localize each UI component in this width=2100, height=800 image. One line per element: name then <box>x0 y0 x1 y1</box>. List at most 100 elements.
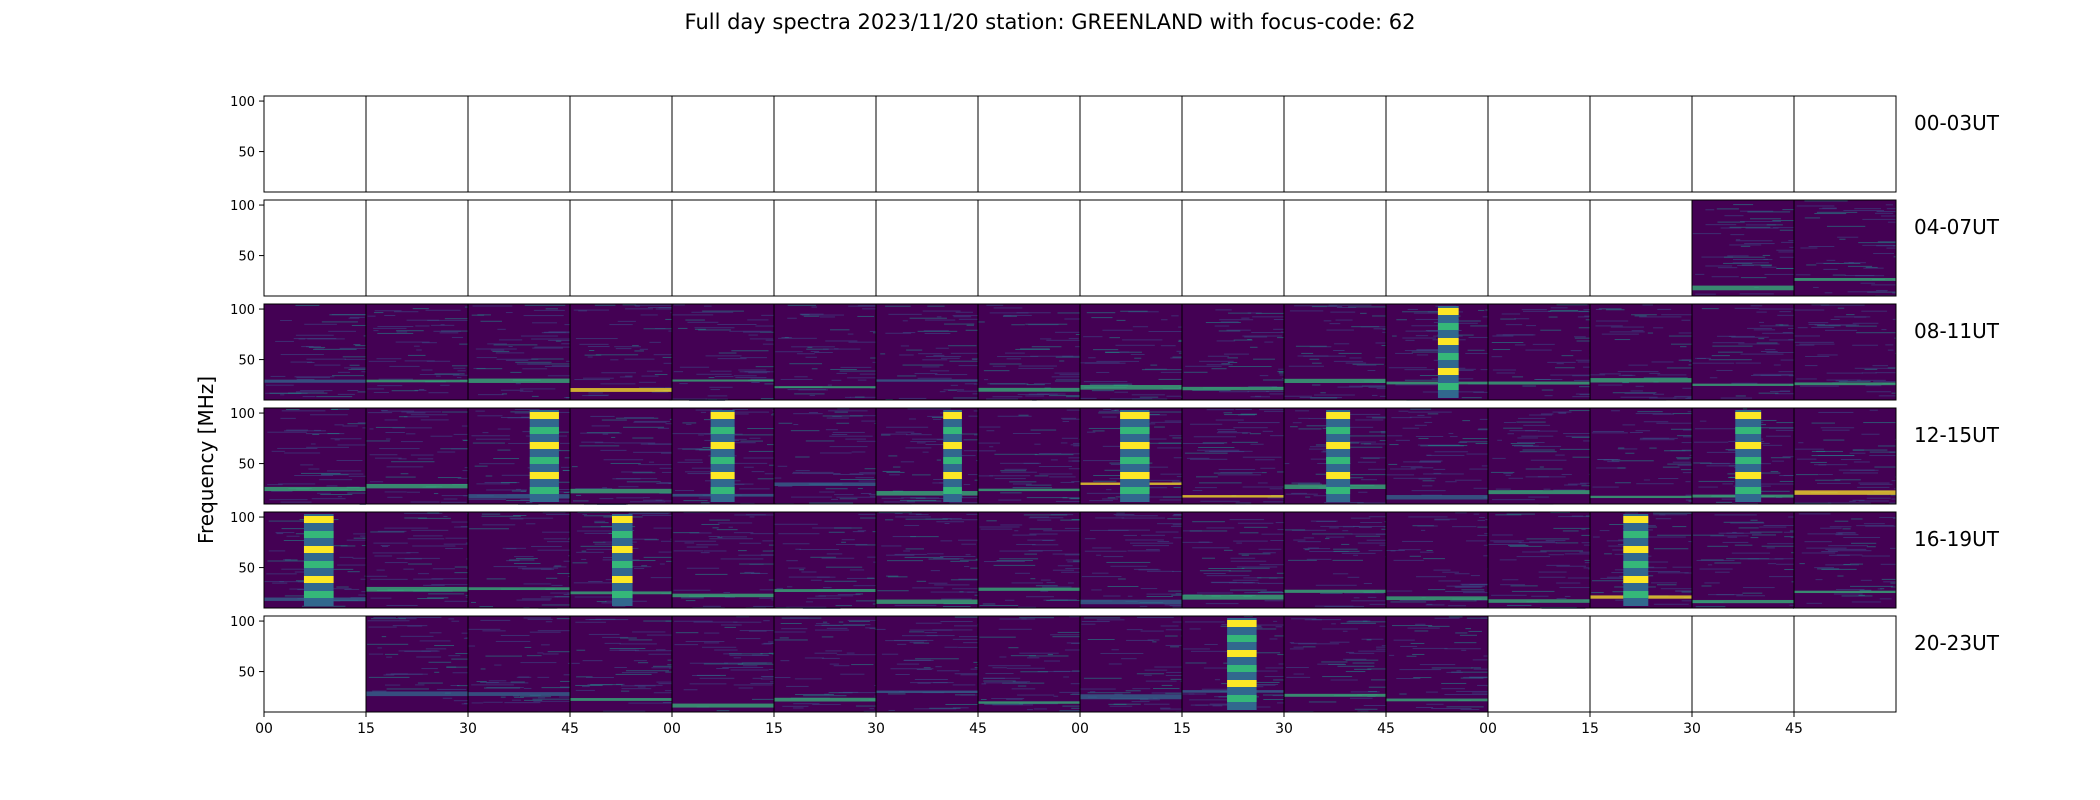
panel-background <box>672 96 774 192</box>
spectrum-panel <box>1079 407 1183 505</box>
panel-background <box>1488 408 1590 504</box>
spectrum-texture <box>1692 305 1794 399</box>
spectrum-texture <box>468 512 570 609</box>
spectrum-panel <box>467 407 571 505</box>
panel-background <box>366 96 468 192</box>
spectrum-panel <box>773 407 877 505</box>
empty-panel <box>365 199 469 297</box>
x-tick-label: 00 <box>1479 721 1497 737</box>
x-tick-label: 30 <box>1683 721 1701 737</box>
spectrum-texture <box>1284 516 1386 607</box>
spectrum-panel <box>1079 511 1183 609</box>
spectrum-panel <box>1283 511 1387 609</box>
panel-background <box>1692 200 1794 296</box>
empty-panel <box>1793 95 1897 193</box>
panel-background <box>672 304 774 400</box>
spectrum-panel <box>569 615 673 713</box>
panel-background <box>570 408 672 504</box>
spectrum-texture <box>1794 513 1896 604</box>
spectrum-panel <box>365 303 469 401</box>
spectrum-texture <box>1488 410 1590 505</box>
panel-background <box>264 200 366 296</box>
empty-panel <box>1589 199 1693 297</box>
y-tick-label: 50 <box>238 458 255 473</box>
spectrum-panel <box>1793 407 1897 505</box>
spectrum-panel <box>1385 303 1489 401</box>
spectrum-panel <box>1793 303 1897 401</box>
panel-border <box>1793 303 1897 401</box>
spectrum-panel <box>1487 407 1591 505</box>
empty-panel <box>1793 615 1897 713</box>
panel-background <box>1080 96 1182 192</box>
spectrum-texture <box>1794 200 1896 297</box>
panel-background <box>1080 200 1182 296</box>
spectrum-texture <box>570 618 672 712</box>
spectrum-texture <box>468 617 570 713</box>
spectrum-texture <box>672 512 774 609</box>
panel-background <box>366 408 468 504</box>
spectrum-texture <box>1794 304 1896 397</box>
panel-border <box>1793 615 1897 713</box>
spectrum-panel <box>1079 303 1183 401</box>
empty-panel <box>875 95 979 193</box>
panel-border <box>1793 95 1897 193</box>
panel-background <box>1488 96 1590 192</box>
spectrum-texture <box>570 415 672 505</box>
spectrum-panel <box>977 615 1081 713</box>
spectrum-texture <box>1590 410 1692 505</box>
spectrum-texture <box>1284 304 1386 399</box>
spectrum-panel <box>671 303 775 401</box>
spectrum-panel <box>875 511 979 609</box>
spectrum-texture <box>774 304 876 398</box>
panel-background <box>1080 512 1182 608</box>
spectrum-texture <box>774 513 876 609</box>
panel-border <box>1793 511 1897 609</box>
panel-background <box>366 616 468 712</box>
x-tick-label: 45 <box>1785 721 1803 737</box>
spectra-row: 50 100 00-03UT <box>230 95 2000 193</box>
panel-background <box>1182 512 1284 608</box>
panel-background <box>366 200 468 296</box>
spectrum-panel <box>773 615 877 713</box>
spectrum-texture <box>876 512 978 607</box>
panel-background <box>978 616 1080 712</box>
spectrum-texture <box>1080 512 1182 608</box>
empty-panel <box>1487 95 1591 193</box>
empty-panel <box>1283 95 1387 193</box>
spectrum-panel <box>569 407 673 505</box>
panel-background <box>1692 96 1794 192</box>
panel-background <box>1488 304 1590 400</box>
spectrum-panel <box>1793 511 1897 609</box>
panel-background <box>1590 408 1692 504</box>
panel-background <box>978 304 1080 400</box>
spectrum-panel <box>1691 199 1795 297</box>
burst-event <box>611 514 633 606</box>
x-tick-label: 00 <box>663 721 681 737</box>
spectrum-texture <box>366 512 468 606</box>
spectrum-panel <box>977 303 1081 401</box>
y-tick-label: 100 <box>230 407 255 422</box>
spectrum-panel <box>1079 615 1183 713</box>
burst-event <box>1437 306 1459 398</box>
panel-background <box>1590 616 1692 712</box>
panel-background <box>1182 200 1284 296</box>
spectrum-panel <box>263 511 367 609</box>
spectrum-texture <box>672 616 774 712</box>
panel-background <box>1284 200 1386 296</box>
spectrum-panel <box>569 303 673 401</box>
y-tick-label: 50 <box>238 354 255 369</box>
row-label: 20-23UT <box>1914 631 2000 655</box>
row-label: 08-11UT <box>1914 319 2000 343</box>
y-tick-label: 100 <box>230 511 255 526</box>
empty-panel <box>773 199 877 297</box>
burst-event <box>1326 410 1351 502</box>
spectrum-panel <box>1487 511 1591 609</box>
empty-panel <box>569 95 673 193</box>
spectrum-texture <box>1386 616 1488 711</box>
spectrum-panel <box>263 303 367 401</box>
panel-background <box>468 200 570 296</box>
empty-panel <box>1385 95 1489 193</box>
spectrum-texture <box>1794 409 1896 504</box>
